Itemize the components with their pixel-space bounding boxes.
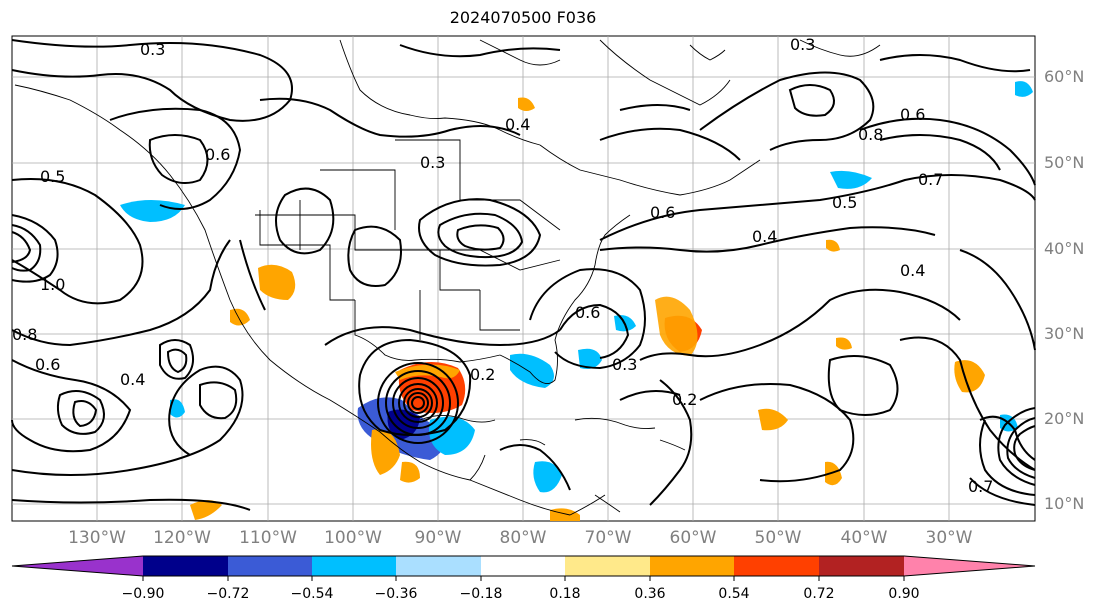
contour-label: 0.4 (752, 227, 777, 246)
patch-pacific-blue (170, 399, 185, 418)
patch-central-orange (826, 239, 840, 252)
patch-texas-orange (258, 264, 296, 300)
contour-label: 0.3 (420, 153, 445, 172)
patch-florida-blue (510, 353, 554, 388)
contour-label: 0.5 (832, 193, 857, 212)
colorbar-bin (650, 556, 734, 576)
colorbar-bin (143, 556, 228, 576)
colorbar-tick-label: −0.72 (206, 586, 250, 602)
colorbar (11, 555, 1036, 581)
lat-label: 20°N (1044, 409, 1085, 428)
patch-greenland-blue (1015, 81, 1033, 97)
lat-label: 50°N (1044, 153, 1085, 172)
lon-label: 30°W (925, 528, 973, 548)
contour-label: 0.4 (900, 261, 925, 280)
contour-label: 0.4 (505, 115, 530, 134)
colorbar-bin (734, 556, 819, 576)
contours (11, 39, 1036, 511)
patch-lesser-orange (825, 461, 842, 486)
lon-label: 60°W (669, 528, 717, 548)
patch-canada-blue (830, 170, 872, 189)
lon-label: 70°W (584, 528, 632, 548)
patch-gulf-darkblue (387, 409, 420, 440)
colorbar-tick-label: 0.90 (888, 586, 920, 602)
contour-label: 0.6 (650, 203, 675, 222)
colorbar-bin (396, 556, 481, 576)
patch-caribbean-blue (533, 461, 562, 493)
contour-label: 0.8 (12, 325, 37, 344)
lat-label: 10°N (1044, 494, 1085, 513)
patch-baja-orange (230, 308, 250, 326)
patch-mid-orange (836, 337, 852, 350)
patch-mexico-orange (371, 429, 400, 475)
contour-label: 0.2 (470, 365, 495, 384)
colorbar-tick-label: 0.72 (803, 586, 835, 602)
coastlines (14, 39, 881, 516)
contour-label: 0.5 (40, 167, 65, 186)
contour-label: 0.6 (900, 105, 925, 124)
colorbar-tick-label: −0.18 (459, 586, 503, 602)
colorbar-bin (565, 556, 650, 576)
lon-label: 110°W (239, 528, 297, 548)
patch-bahamas-blue (578, 348, 602, 369)
shaded-patches (120, 81, 1033, 521)
colorbar-tick-label: −0.36 (374, 586, 418, 602)
contour-label: 0.8 (858, 125, 883, 144)
patch-mexico-orange-2 (400, 461, 420, 483)
lon-label: 40°W (840, 528, 888, 548)
colorbar-under-triangle (12, 556, 143, 576)
patch-caribbean-orange (758, 408, 788, 431)
patch-sw-orange (190, 500, 222, 520)
contour-label: 0.3 (140, 40, 165, 59)
contour-label: 1.0 (40, 275, 65, 294)
colorbar-tick-label: −0.90 (121, 586, 165, 602)
contour-label: 0.3 (790, 35, 815, 54)
lon-label: 90°W (414, 528, 462, 548)
colorbar-bin (819, 556, 904, 576)
contour-label: 0.6 (35, 355, 60, 374)
map-frame (11, 35, 1036, 522)
lon-label: 50°W (754, 528, 802, 548)
contour-label: 0.2 (672, 390, 697, 409)
map-title: 2024070500 F036 (449, 8, 597, 27)
contour-label: 0.6 (205, 145, 230, 164)
colorbar-tick-label: 0.54 (718, 586, 750, 602)
colorbar-bin (481, 556, 565, 576)
colorbar-bin (228, 556, 312, 576)
lon-label: 120°W (153, 528, 211, 548)
contour-label: 0.3 (612, 355, 637, 374)
contour-label: 0.4 (120, 370, 145, 389)
lon-label: 80°W (499, 528, 547, 548)
lon-label: 100°W (324, 528, 382, 548)
colorbar-tick-label: 0.18 (549, 586, 581, 602)
gridlines (12, 36, 1035, 521)
patch-atlantic-orange (655, 296, 698, 356)
patch-south-orange (550, 508, 580, 521)
contour-label: 0.7 (918, 170, 943, 189)
lat-label: 60°N (1044, 67, 1085, 86)
lat-label: 40°N (1044, 239, 1085, 258)
contour-labels: 0.3 0.4 0.5 0.6 0.8 1.0 0.2 0.7 0.3 0.6 … (12, 35, 993, 496)
patch-west-blue (120, 200, 185, 222)
colorbar-over-triangle (904, 556, 1035, 576)
contour-label: 0.7 (968, 477, 993, 496)
colorbar-bin (312, 556, 396, 576)
patch-hudson-orange (518, 97, 535, 111)
contour-label: 0.6 (575, 303, 600, 322)
colorbar-tick-label: −0.54 (290, 586, 334, 602)
colorbar-tick-label: 0.36 (634, 586, 666, 602)
lon-label: 130°W (68, 528, 126, 548)
lat-label: 30°N (1044, 324, 1085, 343)
